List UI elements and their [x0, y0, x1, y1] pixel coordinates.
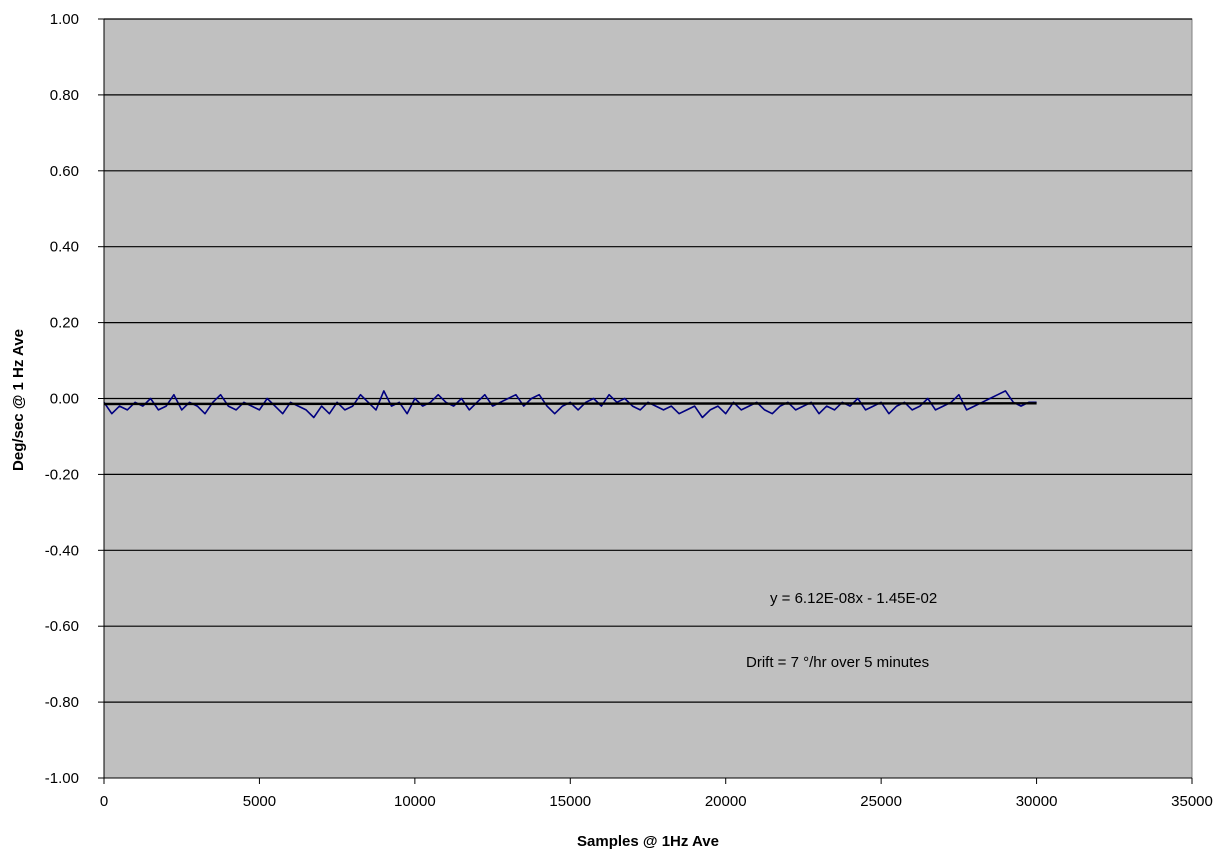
drift-note: Drift = 7 °/hr over 5 minutes — [746, 654, 929, 671]
x-tick-label: 35000 — [1171, 793, 1213, 810]
y-tick-label: -1.00 — [45, 770, 79, 787]
x-tick-labels: 0 5000 10000 15000 20000 25000 30000 35000 — [100, 793, 1213, 810]
y-tick-label: -0.40 — [45, 542, 79, 559]
y-tick-label: -0.60 — [45, 618, 79, 635]
x-tick-label: 0 — [100, 793, 108, 810]
series-layer — [103, 390, 1037, 419]
y-tick-label: 0.60 — [50, 163, 79, 180]
y-tick-label: 0.80 — [50, 87, 79, 104]
x-axis-title: Samples @ 1Hz Ave — [577, 833, 719, 850]
y-tick-labels: 1.00 0.80 0.60 0.40 0.20 0.00 -0.20 -0.40 -0.60 -… — [45, 11, 79, 787]
x-tick-label: 20000 — [705, 793, 747, 810]
y-tick-label: 0.00 — [50, 391, 79, 408]
y-axis-title: Deg/sec @ 1 Hz Ave — [10, 329, 27, 471]
trendline-equation: y = 6.12E-08x - 1.45E-02 — [770, 590, 937, 607]
axes — [98, 18, 1193, 784]
y-tick-label: 0.40 — [50, 239, 79, 256]
x-tick-label: 25000 — [860, 793, 902, 810]
y-tick-label: -0.20 — [45, 466, 79, 483]
y-tick-label: 1.00 — [50, 11, 79, 28]
x-tick-label: 10000 — [394, 793, 436, 810]
y-tick-label: -0.80 — [45, 694, 79, 711]
y-tick-label: 0.20 — [50, 315, 79, 332]
trendline — [103, 402, 1037, 406]
x-tick-label: 5000 — [243, 793, 276, 810]
x-tick-label: 15000 — [549, 793, 591, 810]
x-tick-label: 30000 — [1016, 793, 1058, 810]
